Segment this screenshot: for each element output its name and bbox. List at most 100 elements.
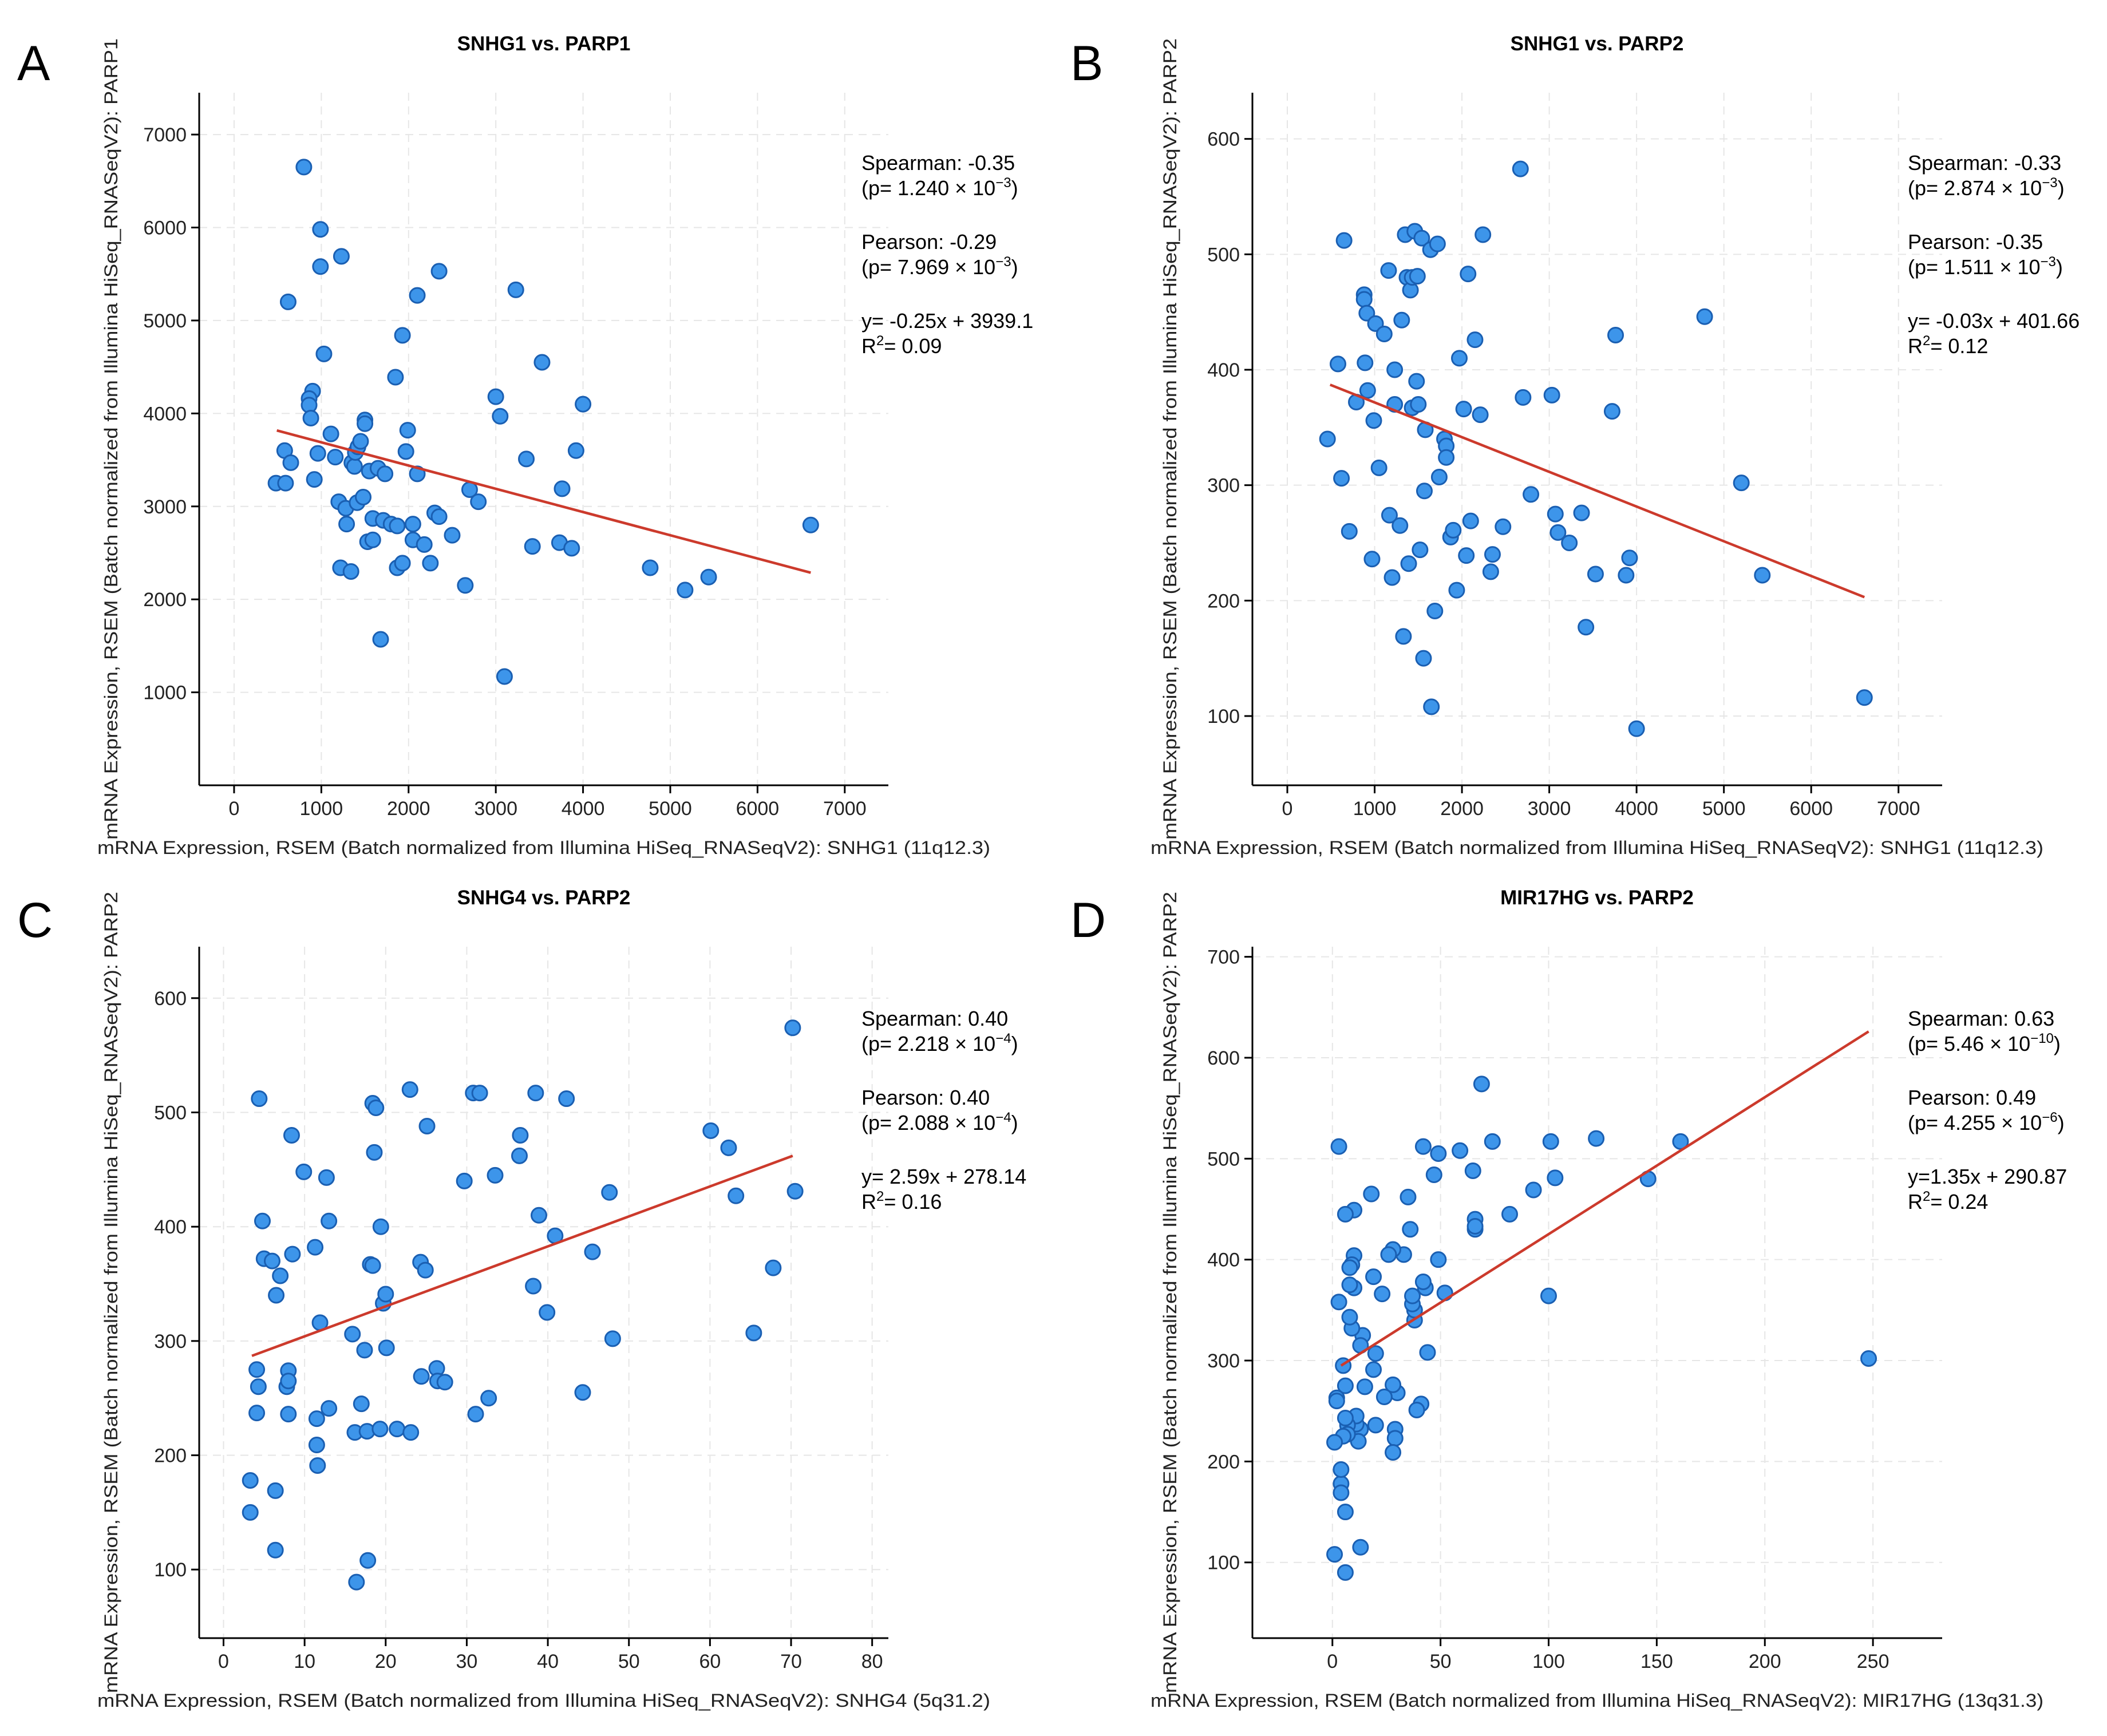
data-point — [1540, 1287, 1557, 1304]
panel-letter: C — [17, 893, 53, 948]
data-point — [1375, 1389, 1393, 1406]
data-point — [1367, 315, 1384, 332]
spearman-p-value-text: (p= 2.218 × 10 — [861, 1032, 995, 1055]
data-point — [321, 1212, 338, 1229]
data-point — [418, 1117, 436, 1134]
data-point — [378, 1339, 395, 1357]
data-point — [1419, 1344, 1436, 1361]
regression-equation-text: y= -0.25x + 3939.1 — [861, 309, 1033, 333]
y-tick-label: 2000 — [143, 589, 187, 611]
data-point — [496, 668, 513, 685]
x-axis-label: mRNA Expression, RSEM (Batch normalized … — [97, 837, 990, 858]
regression-equation-text: y= -0.03x + 401.66 — [1908, 309, 2080, 333]
data-point — [1383, 569, 1401, 586]
data-point — [728, 1187, 745, 1204]
y-tick-label: 400 — [154, 1216, 187, 1238]
data-point — [1618, 567, 1635, 584]
spearman-p-value: (p= 2.874 × 10−3) — [1908, 175, 2065, 200]
pearson-label: Pearson: -0.35 — [1908, 230, 2043, 254]
data-point — [1352, 1539, 1369, 1556]
data-point — [1412, 541, 1429, 559]
data-point — [1561, 535, 1578, 551]
data-point — [409, 287, 426, 304]
r-squared-text: R — [1908, 1190, 1923, 1213]
pearson-p-value-superscript: −3 — [995, 254, 1011, 270]
data-point — [387, 369, 404, 386]
pearson-p-value-superscript: −3 — [2041, 254, 2056, 270]
data-point — [272, 1267, 289, 1284]
data-point — [492, 408, 509, 425]
data-point — [487, 1166, 504, 1184]
x-tick-label: 10 — [294, 1651, 315, 1672]
data-point — [1573, 504, 1590, 521]
data-point — [404, 516, 421, 533]
y-tick-label: 500 — [154, 1102, 187, 1124]
data-point — [1393, 311, 1410, 329]
data-point — [1330, 1294, 1347, 1311]
pearson-label-text: Pearson: 0.49 — [1908, 1086, 2036, 1109]
data-point — [436, 1374, 453, 1391]
x-tick-label: 100 — [1532, 1651, 1565, 1672]
data-point — [1607, 327, 1624, 343]
data-point — [357, 415, 374, 432]
data-point — [322, 425, 339, 442]
data-point — [765, 1259, 782, 1276]
r-squared: R2= 0.12 — [1908, 333, 1988, 358]
data-point — [394, 327, 411, 344]
spearman-label-text: Spearman: 0.40 — [861, 1007, 1008, 1030]
data-point — [524, 538, 541, 555]
y-tick-label: 600 — [1207, 1047, 1240, 1069]
regression-line — [1329, 383, 1865, 599]
y-tick-label: 400 — [1207, 359, 1240, 381]
data-point — [1337, 1504, 1354, 1521]
data-point — [1523, 486, 1540, 503]
pearson-p-value-text: (p= 1.511 × 10 — [1908, 255, 2041, 279]
r-squared-superscript: 2 — [876, 1189, 884, 1204]
x-axis-label: mRNA Expression, RSEM (Batch normalized … — [97, 1690, 990, 1711]
x-tick-label: 150 — [1640, 1651, 1673, 1672]
data-point — [372, 631, 389, 648]
data-point — [372, 1218, 389, 1235]
data-point — [280, 1373, 297, 1390]
data-point — [1386, 1430, 1404, 1447]
y-tick-label: 600 — [154, 988, 187, 1010]
data-point — [1628, 720, 1645, 737]
stats-annotation: Spearman: 0.63(p= 5.46 × 10−10) Pearson: … — [1908, 1007, 2067, 1213]
data-point — [1416, 483, 1433, 500]
y-tick-label: 6000 — [143, 218, 187, 239]
data-point — [1400, 1188, 1417, 1205]
spearman-label-text: Spearman: -0.33 — [1908, 151, 2061, 175]
panel-letter: D — [1070, 893, 1106, 948]
x-tick-label: 70 — [780, 1651, 802, 1672]
r-squared-text: R — [1908, 334, 1923, 358]
spearman-p-value: (p= 5.46 × 10−10) — [1908, 1031, 2061, 1055]
spearman-label-text: Spearman: -0.35 — [861, 151, 1015, 175]
x-tick-label: 6000 — [736, 798, 780, 820]
data-point — [1375, 325, 1393, 342]
data-point — [1414, 1138, 1432, 1155]
data-point — [558, 1090, 575, 1108]
data-point — [518, 450, 535, 468]
scatter-points — [1326, 1075, 1877, 1581]
data-point — [1430, 469, 1448, 486]
data-point — [1330, 1138, 1347, 1155]
data-point — [1482, 563, 1499, 580]
scatter-points — [267, 159, 819, 685]
data-point — [1466, 1217, 1484, 1235]
data-point — [1547, 1169, 1564, 1187]
data-point — [1425, 1166, 1442, 1184]
data-point — [342, 563, 359, 580]
y-tick-label: 7000 — [143, 124, 187, 146]
y-tick-label: 5000 — [143, 310, 187, 332]
data-point — [367, 1100, 385, 1117]
data-point — [348, 1573, 365, 1591]
y-tick-label: 100 — [1207, 706, 1240, 727]
data-point — [295, 159, 313, 176]
spearman-p-value-superscript: −3 — [2042, 175, 2057, 191]
x-tick-label: 50 — [1430, 1651, 1452, 1672]
data-point — [1359, 382, 1376, 399]
data-point — [642, 559, 659, 576]
data-point — [1337, 1410, 1354, 1427]
y-tick-label: 200 — [1207, 590, 1240, 612]
data-point — [1438, 449, 1455, 466]
